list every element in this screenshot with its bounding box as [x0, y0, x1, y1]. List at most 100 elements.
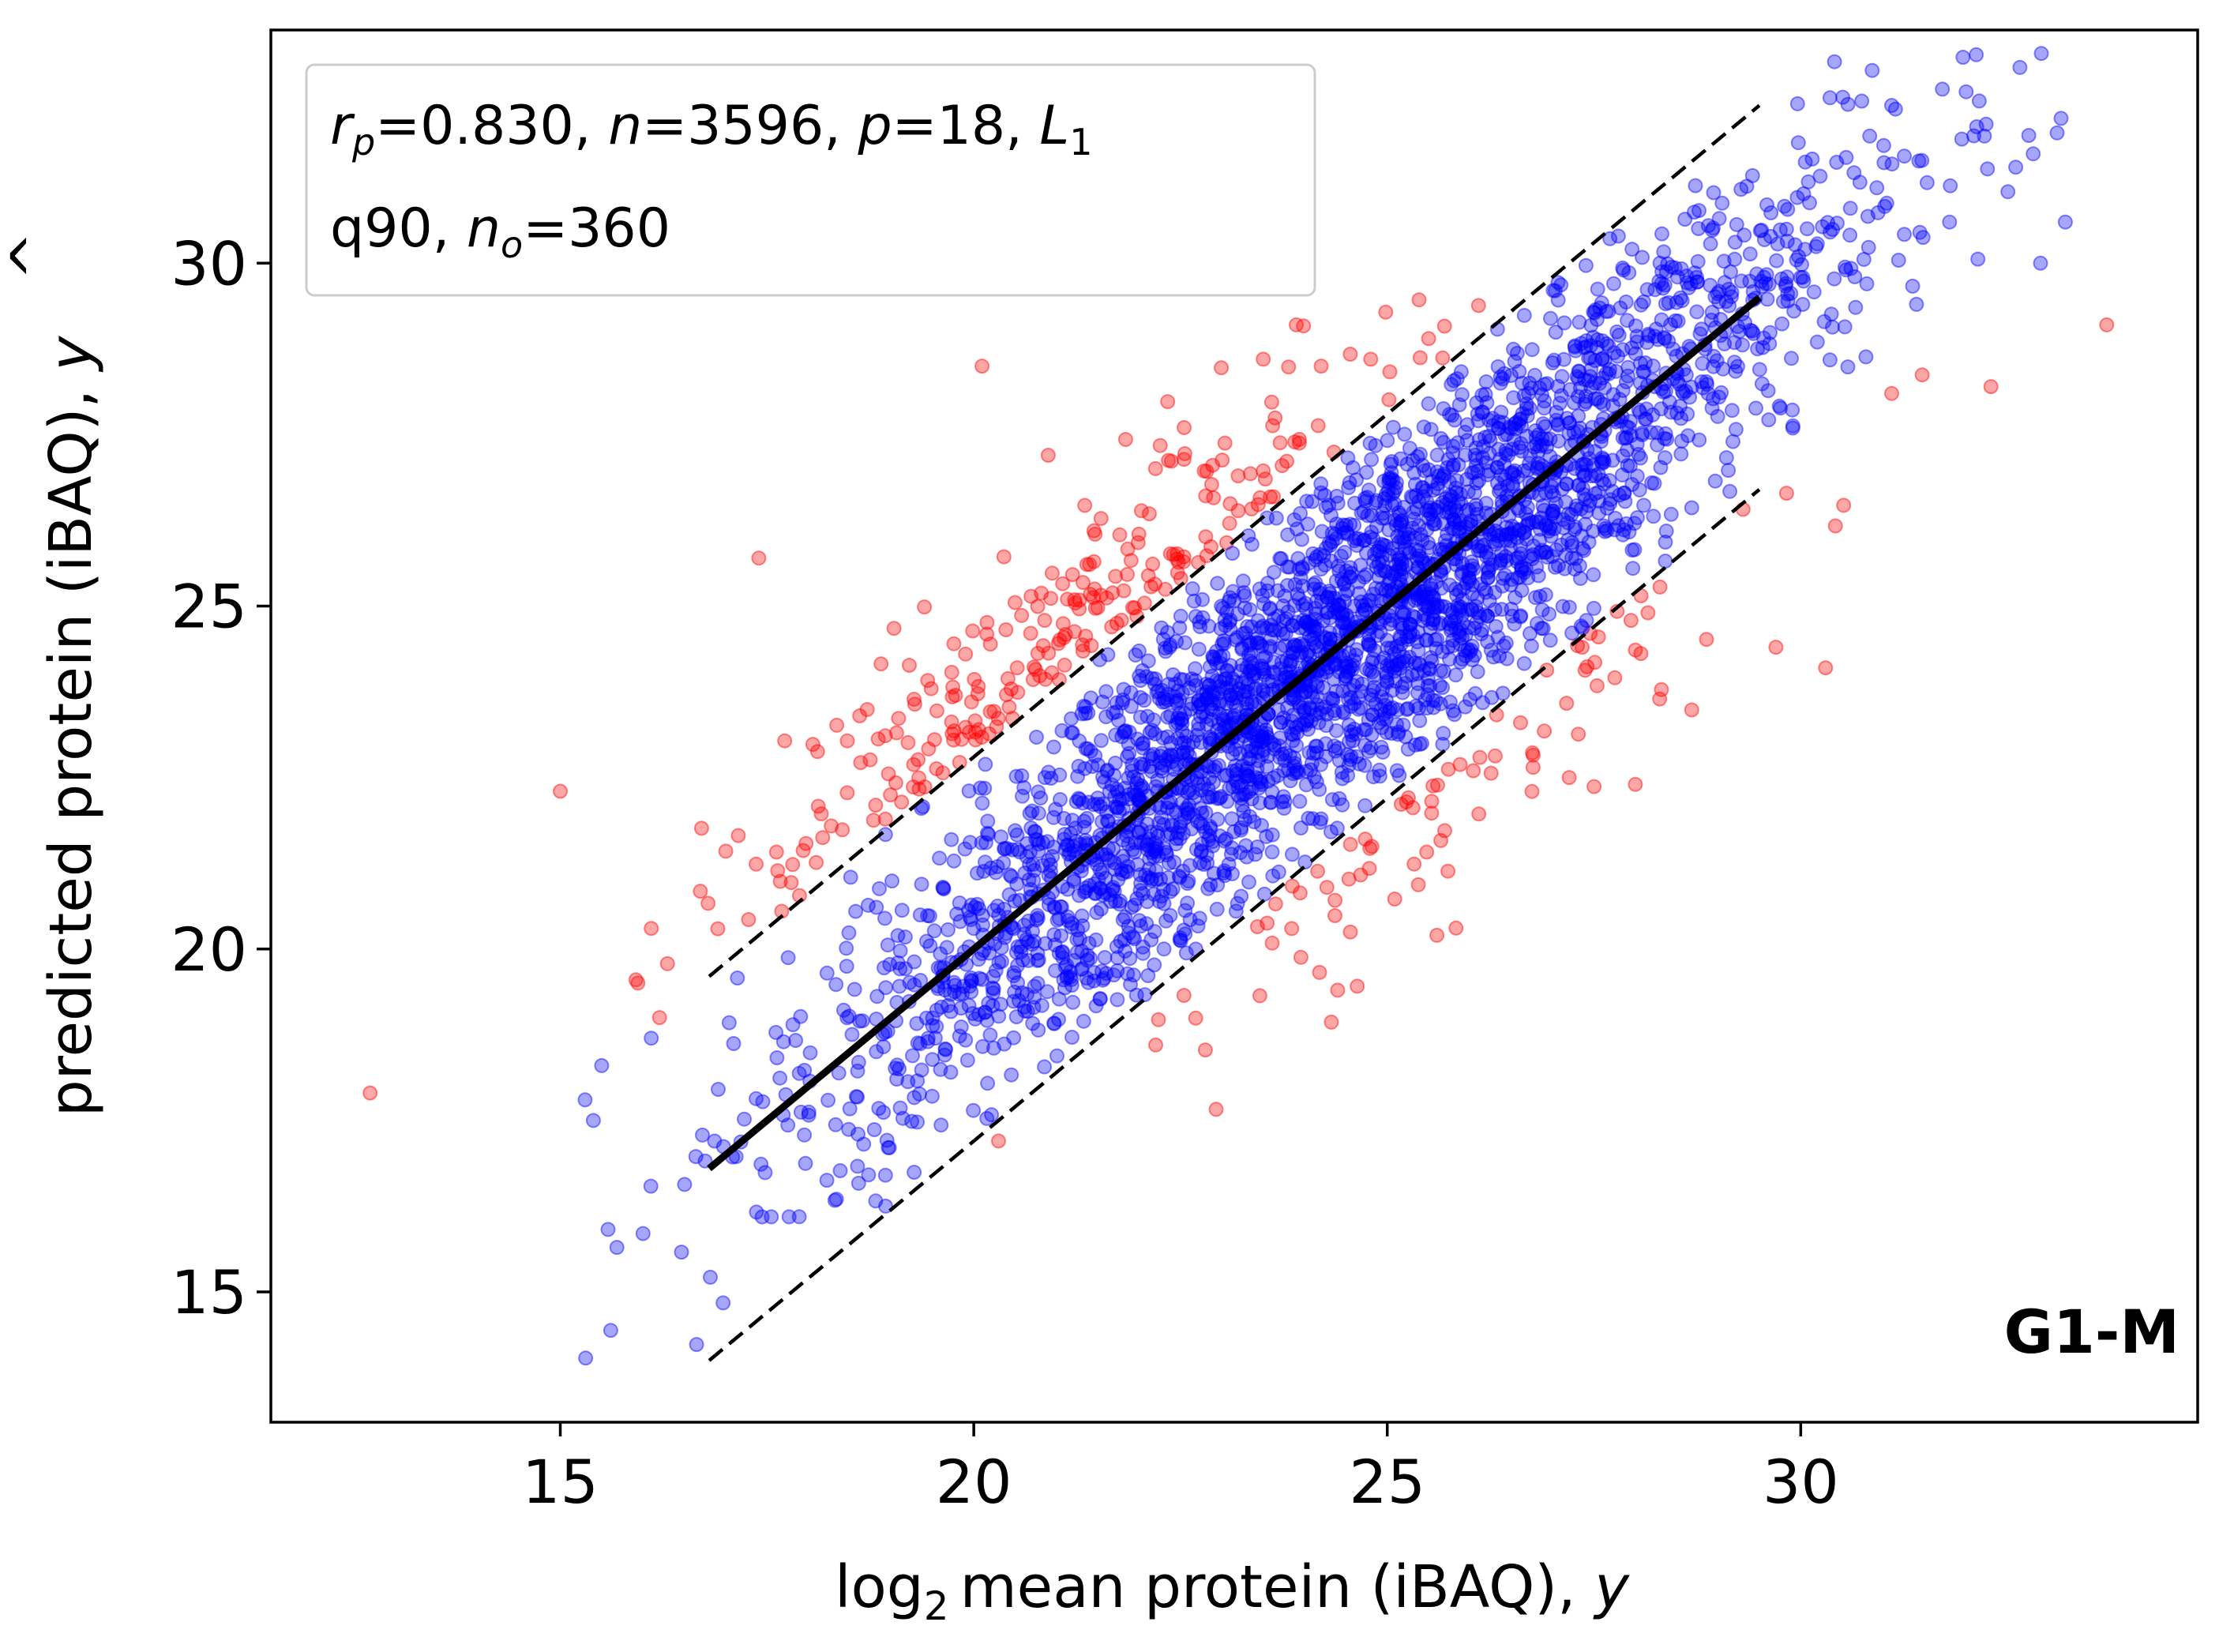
outlier-point [1249, 919, 1265, 934]
y-tick-label: 30 [171, 228, 247, 298]
outlier-point [1425, 778, 1441, 794]
inlier-point [1298, 777, 1314, 793]
inlier-point [1397, 426, 1413, 442]
inlier-point [1377, 497, 1393, 513]
inlier-point [1463, 513, 1479, 529]
inlier-point [878, 980, 894, 996]
inlier-point [1004, 842, 1020, 858]
inlier-point [1224, 691, 1240, 707]
inlier-point [1278, 745, 1293, 761]
outlier-point [1327, 908, 1342, 923]
inlier-point [1351, 574, 1367, 590]
inlier-point [1312, 546, 1328, 562]
inlier-point [1577, 396, 1593, 412]
inlier-point [1061, 913, 1076, 929]
inlier-point [1730, 359, 1745, 374]
outlier-point [1067, 624, 1083, 640]
outlier-point [644, 921, 659, 937]
inlier-point [850, 1063, 865, 1079]
inlier-point [1017, 1003, 1033, 1019]
inlier-point [1530, 461, 1545, 477]
inlier-point [1329, 516, 1345, 532]
inlier-point [1489, 475, 1505, 491]
inlier-point [1594, 333, 1610, 348]
inlier-point [1006, 993, 1022, 1009]
inlier-point [877, 1167, 893, 1183]
inlier-point [1087, 965, 1102, 980]
outlier-point [1341, 871, 1357, 887]
inlier-point [1172, 620, 1188, 636]
inlier-point [1597, 352, 1613, 368]
inlier-point [1579, 333, 1594, 348]
inlier-point [1497, 427, 1513, 443]
inlier-point [1091, 757, 1106, 773]
inlier-point [1080, 974, 1096, 990]
outlier-point [362, 1085, 378, 1101]
inlier-point [1079, 971, 1094, 986]
inlier-point [1441, 505, 1457, 520]
outlier-point [1093, 588, 1109, 603]
outlier-point [1064, 567, 1080, 583]
inlier-point [1977, 128, 1992, 144]
inlier-point [1046, 739, 1061, 755]
panel-label: G1-M [2004, 1297, 2180, 1367]
inlier-point [892, 978, 907, 994]
inlier-point [2008, 160, 2024, 175]
inlier-point [925, 1010, 941, 1026]
inlier-point [1228, 758, 1243, 774]
inlier-point [1657, 277, 1673, 293]
inlier-point [1094, 733, 1109, 749]
outlier-point [1524, 783, 1540, 799]
inlier-point [1186, 593, 1202, 609]
inlier-point [897, 961, 913, 977]
outlier-point [1393, 797, 1409, 812]
inlier-point [1291, 591, 1307, 606]
inlier-point [1897, 227, 1912, 242]
inlier-point [1108, 799, 1123, 814]
inlier-point [1256, 886, 1272, 902]
inlier-point [1771, 398, 1787, 414]
inlier-point [1470, 539, 1486, 554]
inlier-point [1229, 766, 1245, 782]
inlier-point [1142, 850, 1158, 866]
inlier-point [1404, 667, 1420, 683]
inlier-point [848, 903, 864, 919]
inlier-point [1704, 400, 1720, 416]
outlier-point [730, 828, 746, 843]
inlier-point [1954, 131, 1969, 147]
inlier-point [1749, 266, 1765, 282]
inlier-point [1558, 547, 1574, 563]
outlier-point [1105, 585, 1121, 601]
inlier-point [941, 922, 956, 937]
inlier-point [1414, 589, 1429, 605]
inlier-point [1510, 570, 1526, 585]
inlier-point [1443, 622, 1459, 638]
outlier-point [935, 765, 951, 781]
inlier-point [1135, 663, 1151, 678]
inlier-point [1230, 779, 1246, 795]
inlier-point [1448, 610, 1464, 625]
inlier-point [892, 943, 908, 959]
inlier-point [1027, 933, 1042, 949]
inlier-point [1051, 1012, 1066, 1027]
inlier-point [1789, 190, 1805, 205]
inlier-point [1213, 789, 1229, 805]
inlier-point [1178, 752, 1194, 768]
inlier-point [1525, 514, 1540, 530]
inlier-point [1319, 664, 1335, 680]
inlier-point [1144, 845, 1159, 861]
inlier-point [1533, 545, 1549, 561]
inlier-point [1381, 522, 1397, 538]
inlier-point [1260, 673, 1276, 689]
inlier-point [1022, 805, 1038, 821]
inlier-point [1107, 862, 1123, 877]
inlier-point [1115, 848, 1131, 864]
inlier-point [1166, 667, 1181, 682]
inlier-point [1263, 794, 1278, 810]
outlier-point [1452, 757, 1468, 772]
inlier-point [1516, 655, 1532, 671]
inlier-point [1774, 271, 1789, 287]
inlier-point [861, 1167, 877, 1183]
inlier-point [1193, 764, 1209, 779]
inlier-point [1306, 581, 1322, 597]
